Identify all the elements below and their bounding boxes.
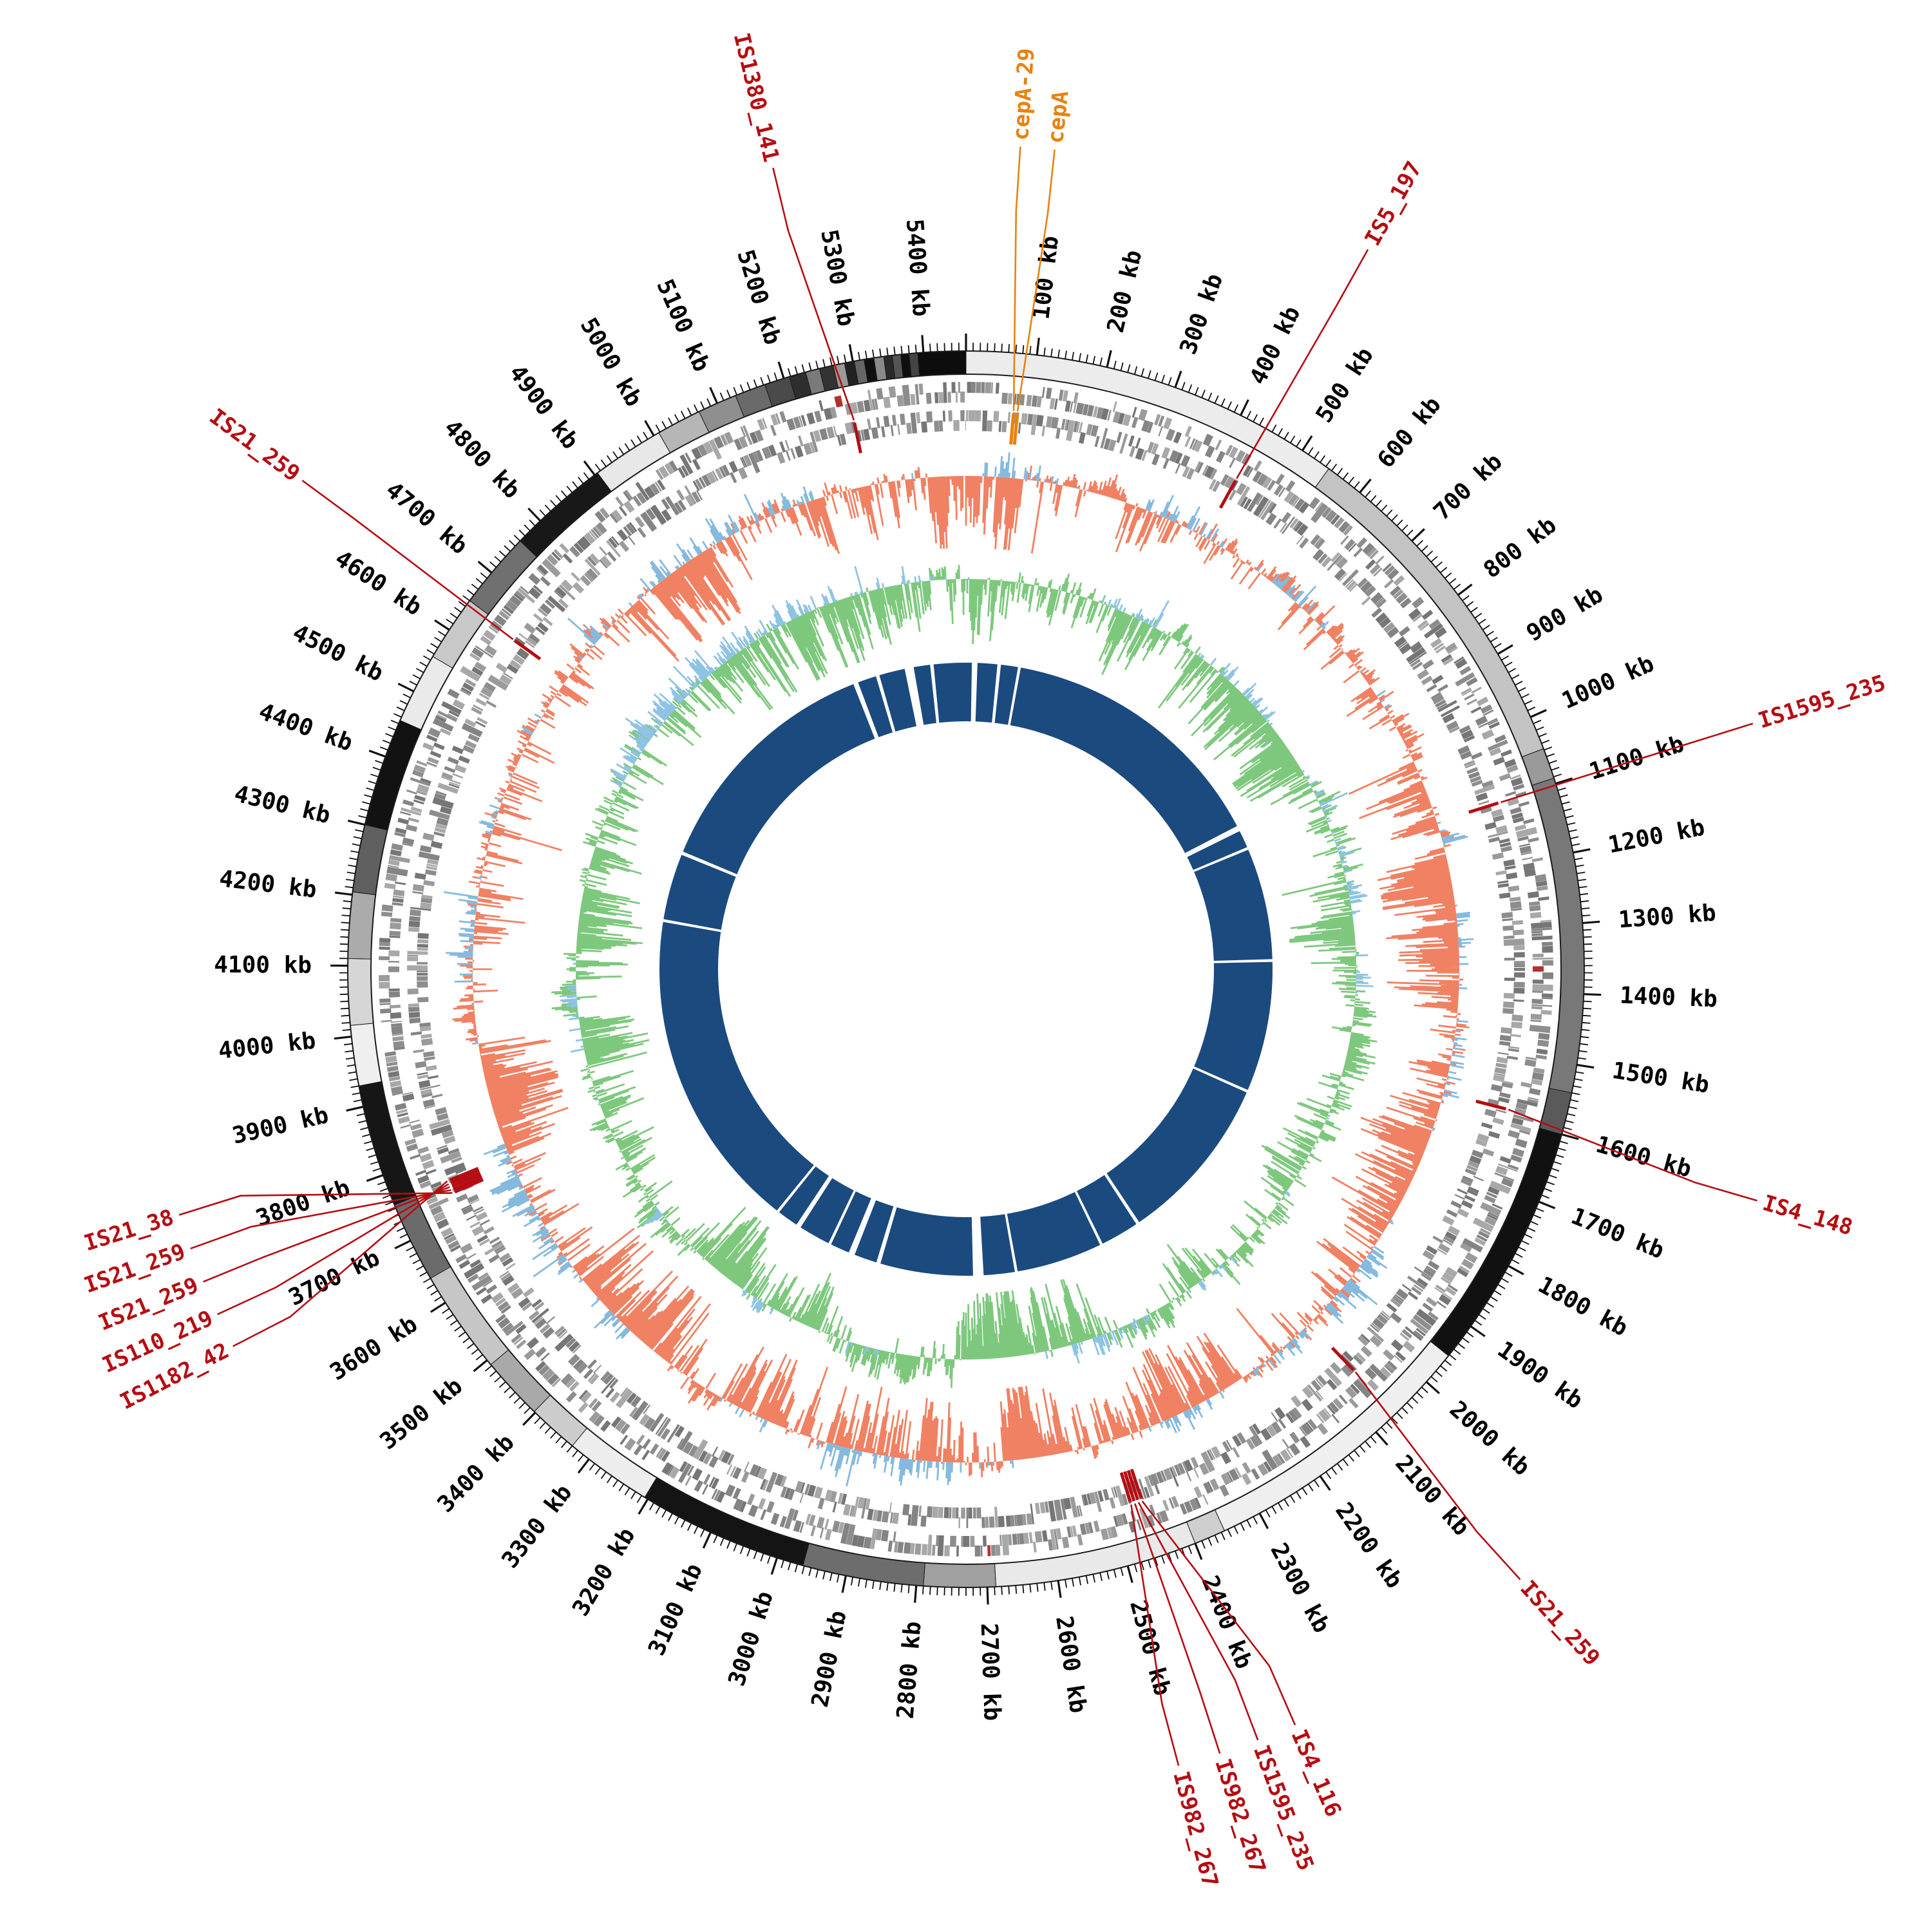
contig-segment <box>347 958 374 1026</box>
annotation-leaders <box>178 146 1757 1766</box>
contig-segment <box>917 350 967 377</box>
contig-segment <box>923 1562 996 1588</box>
coverage-gap <box>848 1197 876 1256</box>
annotation-tick <box>1009 413 1016 445</box>
annotation-tick <box>514 639 542 661</box>
segment-ring <box>347 350 1585 1588</box>
annotation-leader <box>772 167 855 421</box>
coverage-gap <box>904 666 924 728</box>
tick-label: 2700 kb <box>976 1623 1005 1721</box>
coverage-gap <box>1191 846 1250 873</box>
annotation-label: cepA-29 <box>1008 47 1039 141</box>
annotation-tick <box>1130 1468 1143 1499</box>
annotation-tick <box>454 1178 484 1194</box>
coverage-gap <box>1184 825 1241 858</box>
annotation-leader <box>203 1186 450 1283</box>
coverage-gap <box>776 1164 817 1213</box>
coverage-gap <box>853 681 880 740</box>
annotation-leader <box>301 479 514 640</box>
hist2-blue-series <box>559 565 1374 1364</box>
annotation-leader <box>1141 1501 1296 1726</box>
histogram-inner <box>551 565 1378 1388</box>
annotation-tick <box>1468 801 1499 814</box>
tick-ring <box>330 334 1602 1605</box>
annotation-label: cepA <box>1043 90 1074 145</box>
coverage-gap <box>1103 1172 1141 1226</box>
annotation-tick <box>1475 1099 1507 1111</box>
coverage-gap <box>680 851 739 878</box>
annotation-tick <box>1012 413 1019 445</box>
annotation-tick <box>1123 1471 1136 1502</box>
annotation-tick <box>1119 1472 1132 1503</box>
coverage-ring <box>659 661 1274 1277</box>
tick-label: 1400 kb <box>1619 982 1718 1012</box>
annotation-leader <box>1012 146 1021 412</box>
annotation-markers <box>449 413 1507 1503</box>
annotation-leader <box>1354 1371 1521 1580</box>
annotation-leader <box>232 1180 448 1347</box>
annotation-leader <box>178 1192 453 1216</box>
coverage-band <box>659 663 1273 1276</box>
annotation-leader <box>1016 149 1056 412</box>
coverage-gap <box>795 1175 833 1229</box>
major-ticks <box>330 334 1602 1605</box>
coverage-gap <box>1007 665 1021 727</box>
annotation-leader <box>1137 1502 1259 1741</box>
histogram-outer <box>444 452 1474 1487</box>
annotation-leader <box>1236 249 1369 479</box>
annotation-tick <box>853 422 862 454</box>
annotation-tick <box>451 1172 482 1188</box>
coverage-gap <box>661 918 723 933</box>
annotation-tick <box>450 1170 480 1185</box>
hist1-blue-series <box>444 452 1474 1487</box>
coverage-gap <box>1191 1066 1249 1094</box>
annotation-tick <box>1126 1470 1140 1501</box>
tick-label: 4100 kb <box>214 952 312 979</box>
annotation-tick <box>449 1166 479 1182</box>
hist2-green-series <box>551 565 1378 1388</box>
annotation-leader <box>1133 1503 1221 1754</box>
coverage-gap <box>1074 1189 1104 1246</box>
annotation-tick <box>453 1175 483 1191</box>
annotation-tick <box>1218 480 1237 509</box>
annotation-leader <box>1508 1108 1757 1202</box>
minor-ticks <box>339 343 1593 1596</box>
coverage-gap <box>828 1189 857 1246</box>
annotation-leader <box>190 1189 451 1250</box>
segment-ring-outline-inner <box>370 374 1562 1565</box>
coverage-gap <box>876 1205 898 1265</box>
coverage-gap <box>1004 1212 1018 1273</box>
annotation-tick <box>1331 1347 1355 1372</box>
annotation-leader <box>1130 1504 1180 1766</box>
annotation-leader <box>217 1183 450 1316</box>
annotation-leader <box>1501 723 1754 803</box>
coverage-gap <box>971 1215 984 1277</box>
coverage-gap <box>875 674 896 734</box>
